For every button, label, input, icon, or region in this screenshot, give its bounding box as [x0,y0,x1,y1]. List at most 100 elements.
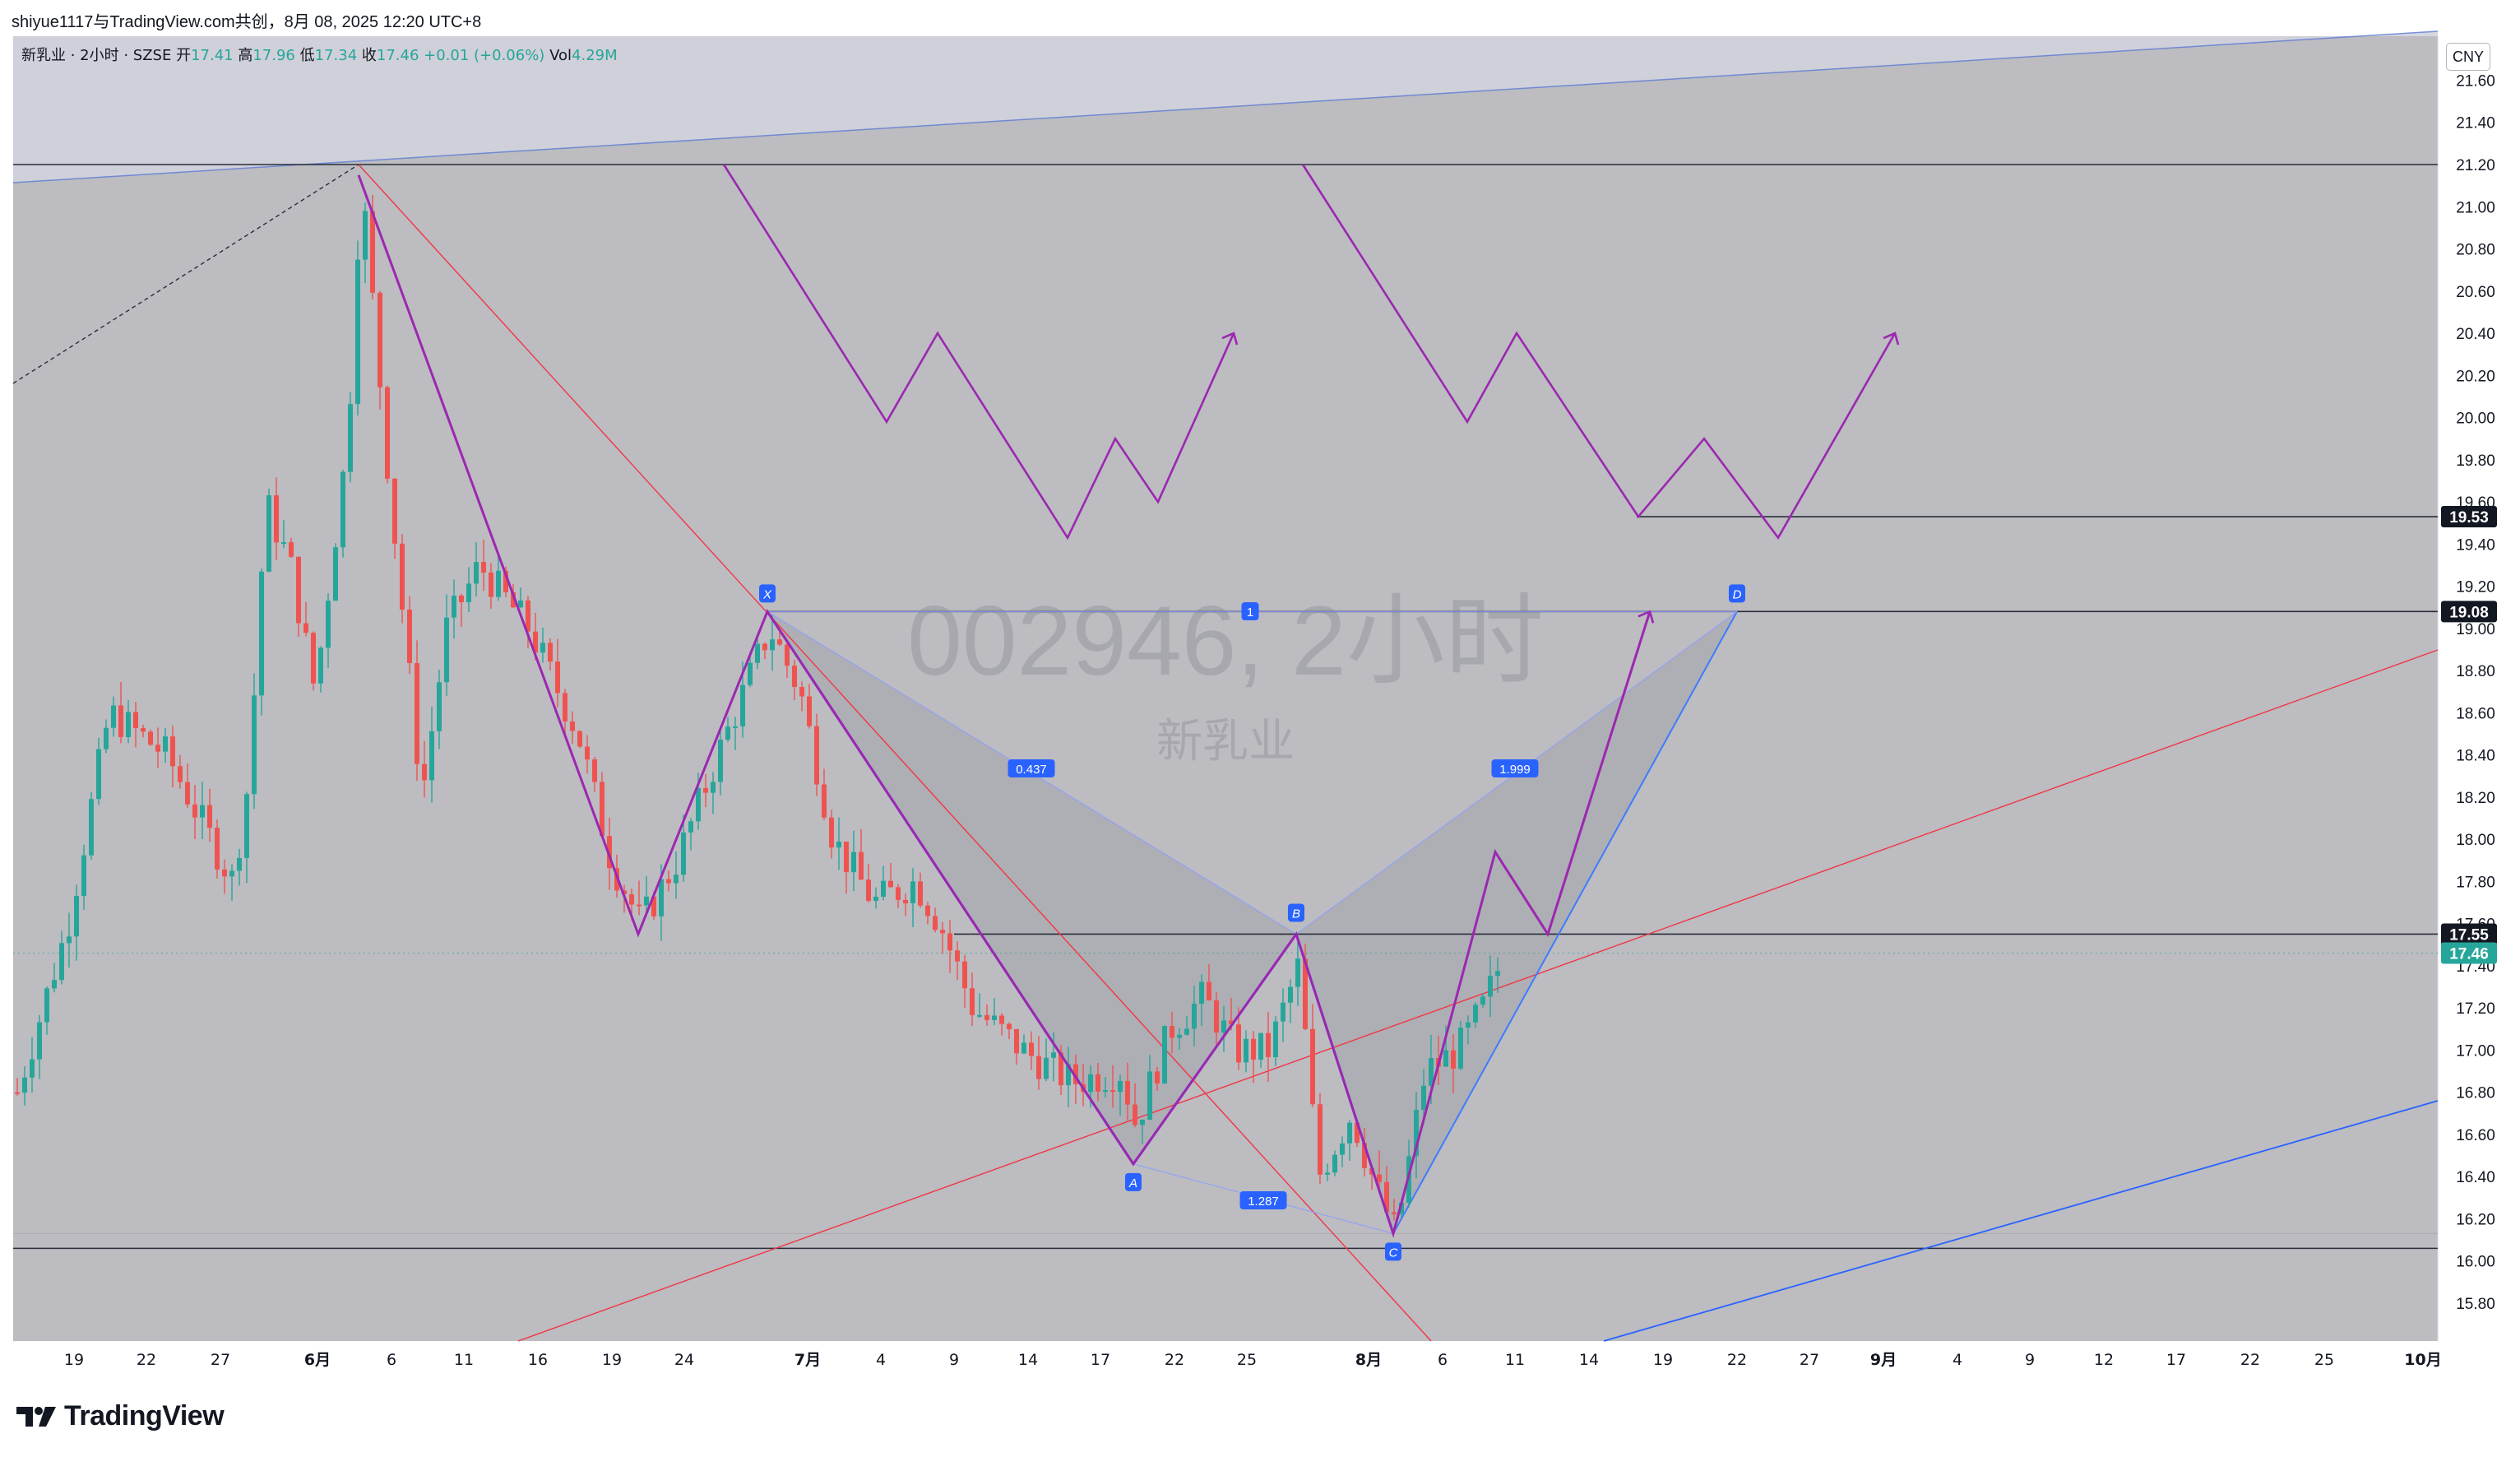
candle-body [970,988,975,1015]
tradingview-logo[interactable]: TradingView [16,1400,225,1432]
legend-value: 17.96 [252,47,295,64]
pattern-point-label: X [762,587,772,601]
candle-body [207,805,212,828]
legend-value: 高 [238,47,252,64]
blue-support-trendline [1603,1100,2439,1342]
time-tick-label: 19 [64,1351,84,1369]
time-tick-label: 6 [387,1351,396,1369]
time-tick-label: 14 [1018,1351,1038,1369]
candle-body [1429,1057,1434,1086]
candle-body [422,763,427,781]
pattern-point-b[interactable]: B [1288,903,1304,922]
candle-body [22,1077,27,1093]
legend-value: 新乳业 · 2小时 · SZSE [21,47,171,64]
price-tag: 19.53 [2441,506,2497,528]
candle-body [518,600,523,608]
candle-body [1058,1052,1063,1086]
price-tick-label: 15.80 [2456,1296,2495,1313]
candle-body [651,896,656,916]
ratio-label[interactable]: 1 [1241,602,1259,620]
pattern-point-x[interactable]: X [759,584,776,603]
time-tick-label: 8月 [1355,1351,1382,1369]
currency-button[interactable]: CNY [2446,43,2490,71]
time-tick-label: 4 [1953,1351,1962,1369]
candle-body [622,890,627,895]
candle-body [785,644,790,666]
time-tick-label: 25 [1237,1351,1257,1369]
candle-body [940,930,945,934]
candle-body [141,728,146,732]
candle-body [681,832,686,875]
pattern-point-c[interactable]: C [1385,1242,1401,1261]
pattern-point-badge [1729,584,1745,603]
legend-value: 17.46 [377,47,419,64]
pattern-xab-fill [767,611,1296,1164]
candle-body [836,842,841,848]
candle-body [725,726,730,740]
time-tick-label: 14 [1579,1351,1599,1369]
ratio-label[interactable]: 1.287 [1239,1191,1287,1209]
price-tag-text: 17.55 [2449,926,2489,944]
candle-body [1325,1172,1330,1175]
candle-body [1414,1110,1419,1157]
ratio-label[interactable]: 1.999 [1491,759,1539,777]
candle-body [1332,1154,1337,1173]
candle-body [563,693,567,722]
pattern-point-a[interactable]: A [1125,1172,1142,1191]
candle-body [1495,971,1500,977]
symbol-legend[interactable]: 新乳业 · 2小时 · SZSE 开17.41 高17.96 低17.34 收1… [21,47,618,64]
candle-body [133,712,138,729]
candle-body [44,988,49,1023]
candle-body [1140,1120,1145,1125]
candle-body [1221,1020,1226,1033]
attribution-text: shiyue1117与TradingView.com共创，8月 08, 2025… [12,13,482,31]
ratio-label[interactable]: 0.437 [1008,759,1055,777]
candle-body [1021,1042,1026,1054]
pattern-point-badge [1385,1242,1401,1261]
price-tick-label: 16.00 [2456,1254,2495,1271]
candle-body [859,851,864,880]
candle-body [674,875,679,884]
candle-body [59,943,64,981]
red-descending-trendline [358,164,1432,1342]
candle-body [259,571,264,696]
candle-body [888,880,893,888]
price-tick-label: 18.40 [2456,748,2495,765]
candle-body [629,894,634,905]
candle-body [977,1014,982,1017]
red-ascending-trendline [517,649,2439,1342]
price-tag-text: 17.46 [2449,946,2489,963]
price-tick-label: 20.80 [2456,242,2495,259]
candle-body [984,1014,989,1020]
candle-body [229,870,234,877]
candle-body [1073,1064,1078,1084]
candle-body [215,828,220,870]
candle-body [126,712,131,738]
candle-body [1347,1122,1352,1144]
candle-body [607,836,612,869]
candle-body [311,633,316,684]
time-tick-label: 17 [1091,1351,1110,1369]
candle-body [496,570,501,597]
time-axis-background [0,1341,2520,1382]
candle-body [762,643,767,651]
candle-body [1295,958,1300,987]
candle-body [1362,1143,1367,1168]
time-tick-label: 22 [1727,1351,1747,1369]
time-tick-label: 27 [1800,1351,1819,1369]
pattern-point-label: C [1389,1246,1398,1260]
price-tick-label: 18.80 [2456,663,2495,680]
candle-body [200,805,205,818]
candle-body [688,821,693,833]
candle-body [1244,1038,1248,1063]
time-tick-label: 11 [1505,1351,1525,1369]
candle-body [274,495,279,543]
price-tick-label: 17.00 [2456,1042,2495,1060]
pattern-point-badge [1125,1172,1142,1191]
candle-body [1192,1004,1197,1029]
candle-body [644,896,649,906]
candle-body [1036,1056,1041,1079]
pattern-point-d[interactable]: D [1729,584,1745,603]
time-tick-label: 27 [211,1351,230,1369]
